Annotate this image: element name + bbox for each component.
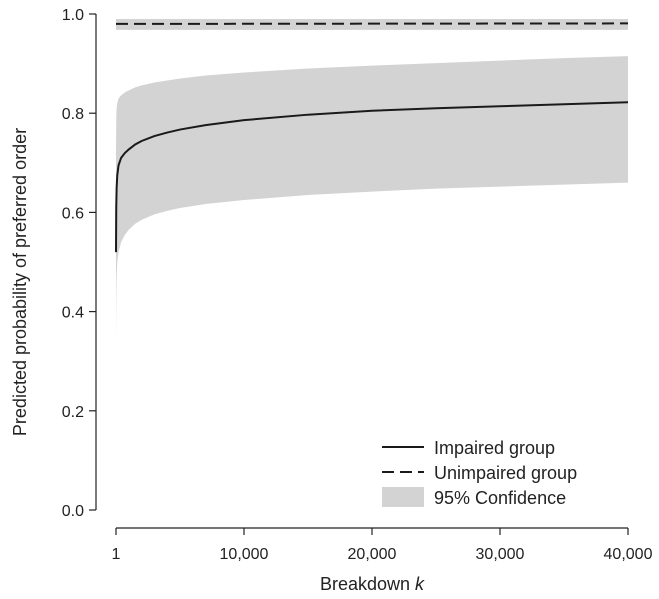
x-tick-label: 1: [112, 546, 121, 563]
x-tick-label: 40,000: [604, 546, 653, 563]
x-axis-title-text: Breakdown: [320, 574, 410, 594]
y-tick-label: 0.4: [62, 305, 84, 322]
axes: 0.0 0.2 0.4 0.6 0.8 1.0 1 10,000 20,000 30,000 40,…: [62, 7, 653, 563]
y-tick-label: 0.2: [62, 404, 84, 421]
legend: Impaired group Unimpaired group 95% Confid…: [382, 438, 577, 508]
x-tick-label: 20,000: [348, 546, 397, 563]
unimpaired-series-line: [115, 22, 629, 25]
x-tick-label: 10,000: [220, 546, 269, 563]
y-tick-label: 0.6: [62, 205, 84, 222]
confidence-bands: [116, 18, 628, 347]
y-axis-title: Predicted probability of preferred order: [10, 128, 30, 436]
x-tick-label: 30,000: [476, 546, 525, 563]
legend-label: 95% Confidence: [434, 488, 566, 508]
legend-band-symbol: [382, 487, 424, 507]
x-axis-title-variable: k: [415, 574, 425, 594]
y-tick-label: 1.0: [62, 7, 84, 24]
x-axis-title: Breakdown k: [320, 574, 425, 594]
legend-label: Unimpaired group: [434, 463, 577, 483]
series-lines: [115, 22, 629, 253]
y-tick-label: 0.0: [62, 503, 84, 520]
confidence-band-0: [116, 56, 628, 347]
impaired-series-line: [115, 101, 629, 253]
y-tick-label: 0.8: [62, 106, 84, 123]
legend-label: Impaired group: [434, 438, 555, 458]
